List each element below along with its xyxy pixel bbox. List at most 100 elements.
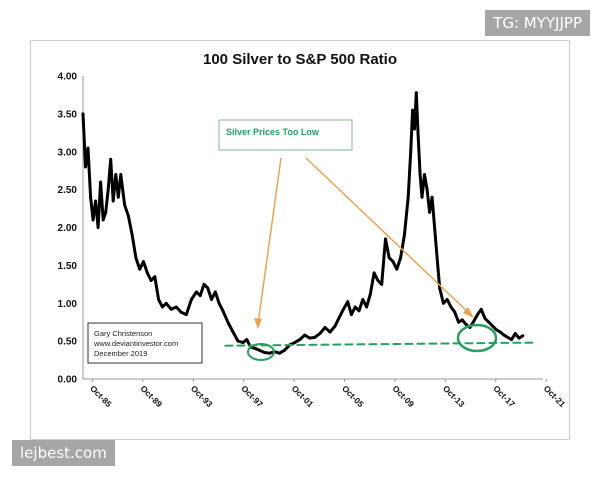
data-point <box>149 279 153 282</box>
x-tick-label: Oct-05 <box>340 383 366 409</box>
callout-box <box>218 119 353 151</box>
data-point <box>418 173 422 176</box>
data-point <box>460 318 464 322</box>
data-point <box>506 335 510 339</box>
data-point <box>213 290 217 294</box>
data-point <box>164 301 168 305</box>
data-point <box>226 320 230 324</box>
data-point <box>231 330 235 334</box>
data-point <box>337 317 341 320</box>
support-trendline <box>224 341 536 347</box>
data-point <box>476 313 479 317</box>
data-point <box>145 271 149 275</box>
data-point <box>433 226 437 229</box>
data-point <box>521 334 525 338</box>
data-point <box>221 309 225 313</box>
data-point <box>479 307 483 311</box>
data-point <box>413 127 416 131</box>
data-point <box>263 351 266 354</box>
data-point <box>346 300 350 304</box>
x-tick-label: Oct-97 <box>239 383 265 409</box>
x-tick-label: Oct-13 <box>441 383 467 409</box>
data-point <box>483 317 487 320</box>
data-point <box>94 199 98 203</box>
data-point <box>169 307 173 311</box>
data-point <box>353 305 357 309</box>
data-point <box>453 310 457 314</box>
y-tick-label: 3.00 <box>58 147 78 158</box>
data-point <box>409 150 413 154</box>
data-point <box>333 324 337 328</box>
data-point <box>84 165 87 169</box>
data-point <box>438 286 442 290</box>
data-point <box>357 309 361 313</box>
data-point <box>406 195 410 199</box>
data-point <box>130 233 134 237</box>
arrow-left <box>254 157 282 329</box>
data-point <box>428 210 431 214</box>
data-point <box>464 323 468 326</box>
series-group <box>81 91 536 355</box>
data-point <box>328 330 332 334</box>
data-point <box>372 271 376 275</box>
data-point <box>153 275 157 279</box>
data-point <box>278 351 282 355</box>
data-point <box>134 256 138 260</box>
data-point <box>491 324 494 328</box>
y-tick-label: 3.50 <box>58 109 78 120</box>
data-point <box>442 301 445 305</box>
watermark-bottom: lejbest.com <box>12 440 115 466</box>
data-point <box>174 305 178 309</box>
x-tick-label: Oct-21 <box>542 383 568 409</box>
y-tick-labels: 0.00 0.50 1.00 1.50 2.00 2.50 3.00 3.50 4.00 <box>58 72 78 386</box>
source-line-3: December 2019 <box>94 349 147 358</box>
data-point <box>116 195 120 199</box>
data-point <box>119 173 123 176</box>
y-tick-label: 1.00 <box>58 299 78 310</box>
chart-frame: 100 Silver to S&P 500 Ratio 0.00 0.50 1.00… <box>30 40 570 440</box>
chart-title: 100 Silver to S&P 500 Ratio <box>203 51 397 68</box>
data-point <box>414 91 418 95</box>
data-point <box>391 260 395 263</box>
x-tick-label: Oct-85 <box>88 383 114 409</box>
data-point <box>368 292 372 296</box>
data-point <box>510 338 513 342</box>
chart-svg: 100 Silver to S&P 500 Ratio 0.00 0.50 1.00… <box>58 51 568 409</box>
data-point <box>189 298 193 301</box>
callout-text: Silver Prices Too Low <box>226 127 320 137</box>
data-point <box>517 336 521 340</box>
data-point <box>293 341 297 345</box>
data-point <box>384 237 387 241</box>
data-point <box>498 330 502 334</box>
data-point <box>109 157 113 161</box>
data-point <box>395 267 399 271</box>
data-point <box>283 348 287 352</box>
data-point <box>254 347 258 351</box>
source-line-1: Gary Christenson <box>94 329 152 338</box>
y-tick-label: 1.50 <box>58 261 78 272</box>
data-point <box>513 332 517 335</box>
data-point <box>341 309 345 313</box>
data-point <box>457 320 460 324</box>
y-tick-label: 4.00 <box>58 72 78 83</box>
data-point <box>81 112 85 116</box>
data-point <box>449 305 453 309</box>
data-point <box>241 341 245 345</box>
data-point <box>361 298 365 301</box>
data-point <box>179 310 183 314</box>
x-tick-label: Oct-09 <box>391 383 417 409</box>
data-point <box>202 282 206 286</box>
data-point <box>245 338 249 342</box>
data-point <box>402 233 406 237</box>
data-point <box>303 333 307 337</box>
data-point <box>430 195 434 199</box>
y-tick-label: 2.50 <box>58 185 78 196</box>
data-point <box>494 328 498 332</box>
data-point <box>376 279 380 282</box>
data-point <box>502 333 506 337</box>
y-tick-label: 0.00 <box>58 375 78 386</box>
data-point <box>86 146 90 150</box>
x-tick-labels: Oct-85 Oct-89 Oct-93 Oct-97 Oct-01 Oct-05 Oct-… <box>88 379 568 409</box>
data-point <box>96 226 100 229</box>
y-tick-label: 0.50 <box>58 337 78 348</box>
